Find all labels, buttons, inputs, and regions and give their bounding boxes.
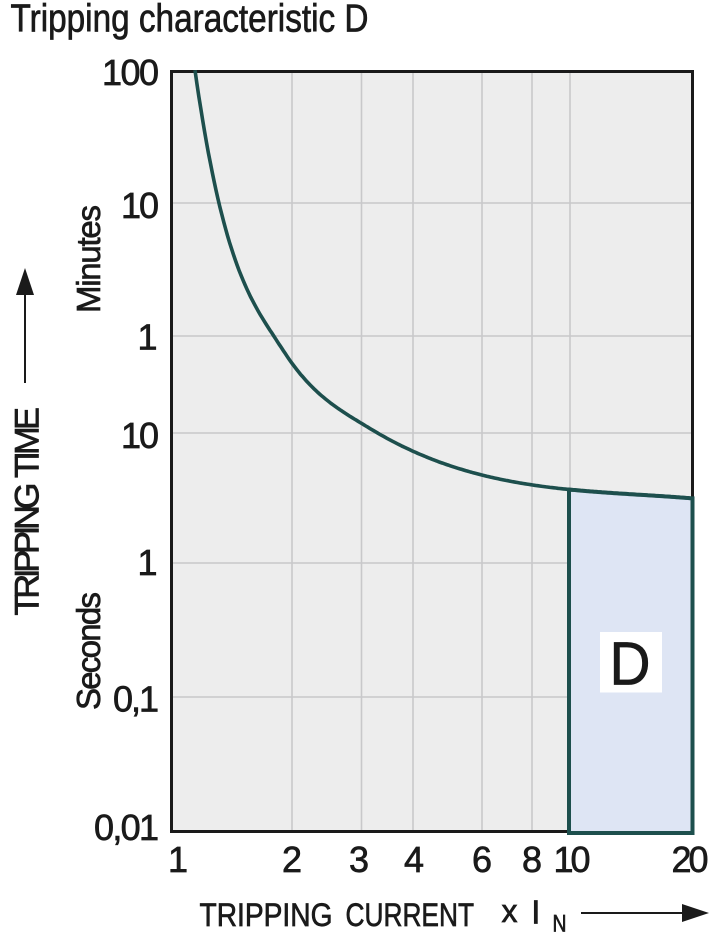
svg-text:10: 10 (121, 185, 159, 226)
svg-text:1: 1 (137, 542, 157, 583)
svg-text:2: 2 (282, 839, 302, 880)
svg-text:0,1: 0,1 (113, 679, 159, 720)
svg-text:TIME: TIME (9, 407, 47, 478)
svg-text:1: 1 (137, 317, 157, 358)
svg-text:4: 4 (404, 839, 424, 880)
svg-text:100: 100 (102, 52, 159, 93)
svg-text:N: N (553, 911, 567, 938)
svg-text:20: 20 (672, 839, 709, 880)
svg-text:Seconds: Seconds (70, 592, 107, 710)
svg-text:10: 10 (121, 415, 159, 456)
svg-text:0,01: 0,01 (94, 807, 159, 848)
svg-text:x: x (502, 893, 518, 929)
svg-text:3: 3 (349, 839, 369, 880)
svg-text:1: 1 (168, 839, 188, 880)
svg-text:D: D (610, 630, 651, 698)
svg-text:TRIPPING: TRIPPING (9, 483, 47, 616)
svg-text:10: 10 (554, 839, 591, 880)
svg-text:8: 8 (522, 839, 542, 880)
svg-text:6: 6 (472, 839, 492, 880)
svg-text:I: I (531, 894, 540, 931)
svg-text:Minutes: Minutes (70, 205, 107, 313)
svg-text:TRIPPING: TRIPPING (200, 897, 333, 933)
svg-text:CURRENT: CURRENT (346, 897, 475, 933)
svg-text:Tripping characteristic D: Tripping characteristic D (11, 0, 369, 41)
